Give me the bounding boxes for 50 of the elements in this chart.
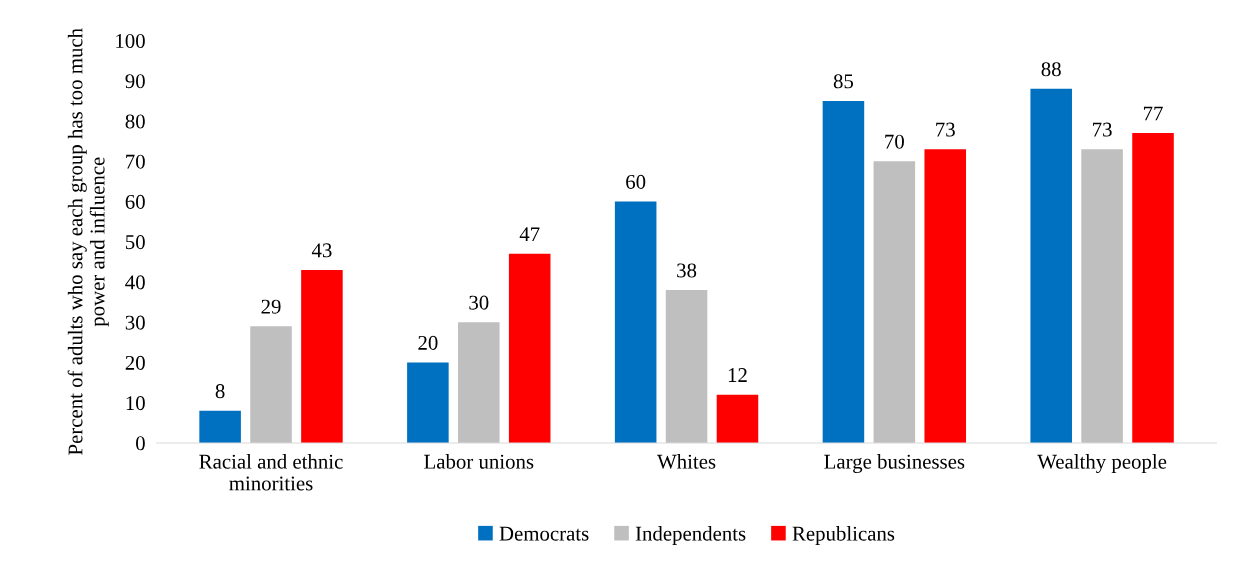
x-tick-label: Labor unions xyxy=(424,454,534,469)
y-tick-label: 10 xyxy=(126,396,145,411)
bar xyxy=(873,161,916,443)
data-label: 12 xyxy=(728,368,747,382)
bar xyxy=(250,326,292,443)
bar xyxy=(407,362,449,443)
x-tick-label: Wealthy people xyxy=(1037,454,1167,473)
x-tick-label: Racial and ethnic minorities xyxy=(199,454,343,491)
bar xyxy=(508,253,551,443)
bar xyxy=(924,149,967,443)
bar xyxy=(1030,88,1072,443)
data-label: 73 xyxy=(936,122,955,137)
y-tick-label: 30 xyxy=(125,315,145,330)
data-label: 88 xyxy=(1041,62,1061,77)
data-label: 20 xyxy=(418,335,438,350)
data-label: 60 xyxy=(626,174,646,189)
bar xyxy=(301,269,343,443)
data-label: 38 xyxy=(677,263,697,278)
bar xyxy=(1132,133,1174,443)
data-label: 70 xyxy=(885,134,904,149)
legend-label: Democrats xyxy=(499,526,589,541)
legend-label: Republicans xyxy=(792,526,895,545)
data-label: 29 xyxy=(261,299,281,314)
data-label: 43 xyxy=(311,243,332,258)
x-tick-label: Large businesses xyxy=(824,454,965,473)
bar xyxy=(665,290,708,443)
y-tick-label: 50 xyxy=(126,235,145,250)
data-label: 73 xyxy=(1093,122,1112,137)
bar xyxy=(199,410,241,443)
bar xyxy=(614,201,657,443)
y-tick-label: 90 xyxy=(125,74,145,89)
x-tick-label: Whites xyxy=(657,454,716,469)
y-tick-label: 70 xyxy=(126,154,145,169)
y-tick-label: 60 xyxy=(125,194,145,209)
y-axis-title: Percent of adults who say each group has too much power and influence xyxy=(67,28,109,455)
data-label: 47 xyxy=(519,227,540,242)
data-label: 8 xyxy=(215,384,225,399)
bar xyxy=(458,322,500,443)
data-label: 30 xyxy=(469,295,489,310)
y-tick-label: 0 xyxy=(136,436,145,451)
y-tick-label: 100 xyxy=(116,33,145,48)
y-tick-label: 40 xyxy=(125,275,145,290)
y-tick-label: 80 xyxy=(125,114,145,129)
bar xyxy=(1081,149,1123,443)
y-tick-label: 20 xyxy=(125,355,145,370)
data-label: 77 xyxy=(1143,106,1163,121)
data-label: 85 xyxy=(833,74,854,89)
legend-label: Independents xyxy=(635,526,746,545)
bar xyxy=(716,394,759,443)
bar xyxy=(822,100,865,443)
